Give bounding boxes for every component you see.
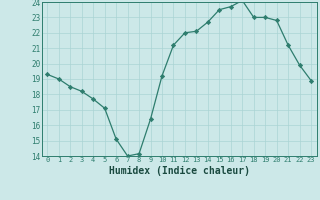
X-axis label: Humidex (Indice chaleur): Humidex (Indice chaleur) — [109, 166, 250, 176]
